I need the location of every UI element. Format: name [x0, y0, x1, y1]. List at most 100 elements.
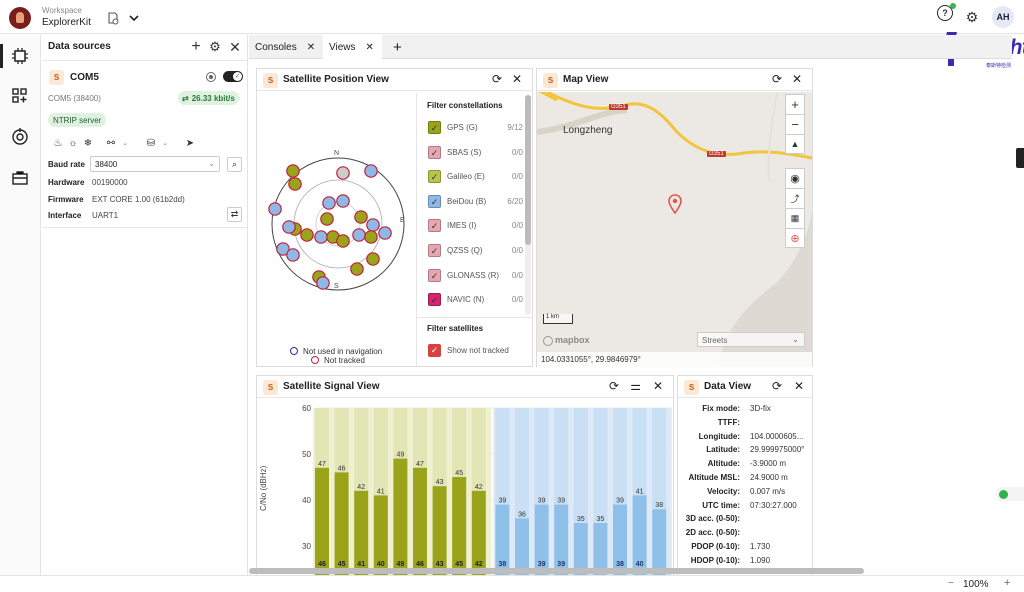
satellite-marker[interactable] [314, 230, 328, 244]
target-icon[interactable] [10, 127, 30, 147]
constellation-row[interactable]: ✓ NAVIC (N) 0/0 [417, 289, 533, 313]
horizontal-scrollbar[interactable] [249, 568, 864, 574]
cpu-icon[interactable]: ⛁ [146, 137, 156, 149]
add-tab-button[interactable]: + [393, 38, 402, 56]
signal-bar[interactable] [432, 486, 447, 576]
signal-bar[interactable] [334, 472, 349, 576]
nodes-icon[interactable]: ⚯ [106, 137, 116, 149]
satellite-marker[interactable] [288, 177, 302, 191]
refresh-icon[interactable]: ⟳ [771, 72, 782, 86]
close-icon[interactable]: ✕ [306, 41, 316, 53]
close-icon[interactable]: ✕ [652, 379, 663, 393]
side-handle[interactable] [1016, 148, 1024, 168]
signal-bar[interactable] [452, 477, 467, 576]
satellite-marker[interactable] [336, 194, 350, 208]
signal-bar[interactable] [632, 495, 647, 576]
search-baud-button[interactable]: ⌕ [227, 157, 242, 172]
signal-bar[interactable] [315, 467, 329, 576]
add-widget-icon[interactable] [10, 86, 30, 106]
close-icon[interactable]: ✕ [793, 379, 804, 393]
building-icon[interactable]: ▦ [785, 208, 805, 228]
map-style-select[interactable]: Streets ⌄ [697, 332, 805, 347]
route-icon[interactable]: ⤴ [785, 188, 805, 208]
send-icon[interactable]: ➤ [185, 137, 195, 149]
source-settings-icon[interactable]: ⚙ [209, 39, 221, 54]
baud-rate-select[interactable]: 38400 ⌄ [90, 156, 220, 172]
constellation-checkbox[interactable]: ✓ [428, 145, 441, 159]
constellation-row[interactable]: ✓ QZSS (Q) 0/0 [417, 240, 533, 264]
satellite-marker[interactable] [286, 248, 300, 262]
zoom-out-button[interactable]: − [785, 114, 805, 134]
refresh-icon[interactable]: ⟳ [491, 72, 502, 86]
chevron-down-icon[interactable] [127, 11, 141, 25]
constellation-checkbox[interactable]: ✓ [428, 219, 441, 233]
refresh-icon[interactable]: ⟳ [771, 379, 782, 393]
signal-bar[interactable] [471, 490, 486, 576]
signal-bar[interactable] [393, 458, 408, 576]
signal-bar[interactable] [413, 467, 427, 576]
constellation-checkbox[interactable]: ✓ [428, 293, 441, 307]
snowflake-icon[interactable]: ❄ [83, 137, 93, 149]
zoom-out-button[interactable]: − [948, 578, 954, 589]
satellite-marker[interactable] [300, 228, 314, 242]
satellite-marker[interactable] [276, 242, 290, 256]
constellation-row[interactable]: ✓ SBAS (S) 0/0 [417, 142, 533, 166]
signal-bar[interactable] [495, 504, 510, 576]
swap-interface-button[interactable]: ⇄ [227, 207, 242, 222]
toolbox-icon[interactable] [10, 168, 30, 188]
constellation-row[interactable]: ✓ IMES (I) 0/0 [417, 215, 533, 239]
map-canvas[interactable]: G351 G351 Longzheng + − ▲ ◉ ⤴ ▦ ⊕ 1 km m… [537, 92, 812, 367]
close-icon[interactable]: ✕ [365, 41, 374, 53]
constellation-row[interactable]: ✓ BeiDou (B) 6/20 [417, 191, 533, 215]
sliders-icon[interactable]: ⚌ [630, 379, 641, 393]
constellation-checkbox[interactable]: ✓ [428, 121, 441, 134]
satellite-marker[interactable] [350, 262, 364, 276]
satellite-marker[interactable] [320, 212, 334, 226]
connect-toggle[interactable]: ✓ [223, 71, 243, 82]
signal-bar[interactable] [593, 523, 608, 576]
scrollbar[interactable] [525, 95, 531, 315]
sun-icon[interactable]: ☼ [68, 137, 78, 149]
record-icon[interactable] [206, 72, 216, 82]
locate-icon[interactable]: ◉ [785, 168, 805, 188]
chevron-down-icon[interactable]: ⌄ [162, 140, 168, 147]
zoom-in-button[interactable]: + [1004, 577, 1011, 589]
gear-icon[interactable]: ⚙ [965, 8, 979, 25]
constellation-checkbox[interactable]: ✓ [428, 194, 441, 208]
constellation-row[interactable]: ✓ GLONASS (R) 0/0 [417, 265, 533, 289]
workspace-file-icon[interactable] [106, 11, 120, 25]
help-icon[interactable]: ? [937, 5, 953, 21]
satellite-marker[interactable] [336, 166, 350, 180]
tab-consoles[interactable]: Consoles ✕ [249, 35, 322, 59]
satellite-marker[interactable] [316, 276, 330, 290]
signal-bar[interactable] [354, 490, 369, 576]
satellite-marker[interactable] [286, 164, 300, 178]
satellite-marker[interactable] [364, 230, 378, 244]
avatar[interactable]: AH [992, 6, 1014, 28]
compass-icon[interactable]: ▲ [785, 134, 805, 154]
signal-bar[interactable] [573, 523, 588, 576]
signal-bar[interactable] [373, 495, 388, 576]
chat-widget[interactable] [996, 487, 1024, 501]
signal-bar[interactable] [613, 504, 627, 576]
chevron-down-icon[interactable]: ⌄ [122, 140, 128, 147]
constellation-checkbox[interactable]: ✓ [428, 268, 441, 282]
satellite-marker[interactable] [378, 226, 392, 240]
signal-bar[interactable] [534, 504, 549, 576]
chip-icon[interactable] [10, 46, 30, 66]
tab-views[interactable]: Views ✕ [323, 35, 382, 59]
signal-bar[interactable] [515, 518, 529, 576]
close-icon[interactable]: ✕ [229, 38, 241, 55]
satellite-marker[interactable] [364, 164, 378, 178]
satellite-marker[interactable] [354, 210, 368, 224]
close-icon[interactable]: ✕ [511, 72, 522, 86]
constellation-row[interactable]: ✓ GPS (G) 9/12 [417, 117, 533, 141]
satellite-marker[interactable] [322, 196, 336, 210]
crosshair-icon[interactable]: ⊕ [785, 228, 805, 248]
constellation-checkbox[interactable]: ✓ [428, 244, 441, 257]
fire-icon[interactable]: ♨ [53, 137, 63, 149]
satellite-marker[interactable] [366, 252, 380, 266]
show-not-tracked-checkbox[interactable]: ✓ [428, 344, 441, 357]
signal-bar[interactable] [554, 504, 569, 576]
add-source-button[interactable]: + [191, 38, 201, 55]
